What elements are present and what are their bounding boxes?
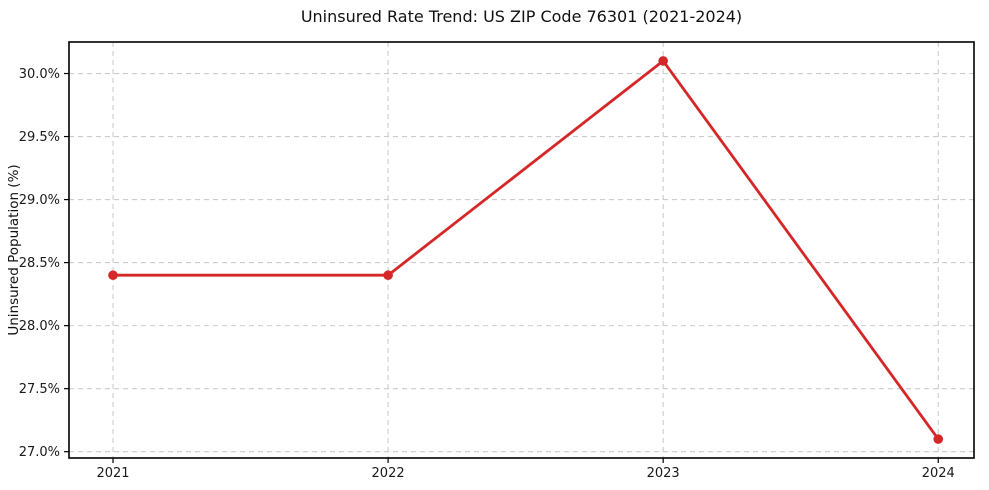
x-tick-label: 2024: [922, 466, 955, 481]
data-point: [933, 434, 944, 444]
y-tick-label: 28.0%: [19, 319, 60, 334]
y-tick-label: 30.0%: [19, 67, 60, 82]
y-axis-label: Uninsured Population (%): [6, 164, 22, 336]
data-point: [658, 56, 668, 66]
data-point: [383, 270, 393, 281]
data-point: [108, 270, 118, 281]
y-tick-label: 27.5%: [19, 382, 60, 397]
y-tick-label: 29.0%: [19, 193, 60, 208]
x-tick-label: 2022: [372, 466, 405, 481]
trend-line: [111, 59, 940, 441]
y-tick-label: 27.0%: [19, 445, 60, 460]
chart-title: Uninsured Rate Trend: US ZIP Code 76301 …: [300, 7, 743, 26]
plot-border: [68, 41, 975, 459]
y-tick-label: 29.5%: [19, 130, 60, 145]
x-tick-label: 2021: [96, 466, 129, 481]
x-tick-label: 2023: [647, 466, 680, 481]
y-tick-label: 28.5%: [19, 256, 60, 271]
